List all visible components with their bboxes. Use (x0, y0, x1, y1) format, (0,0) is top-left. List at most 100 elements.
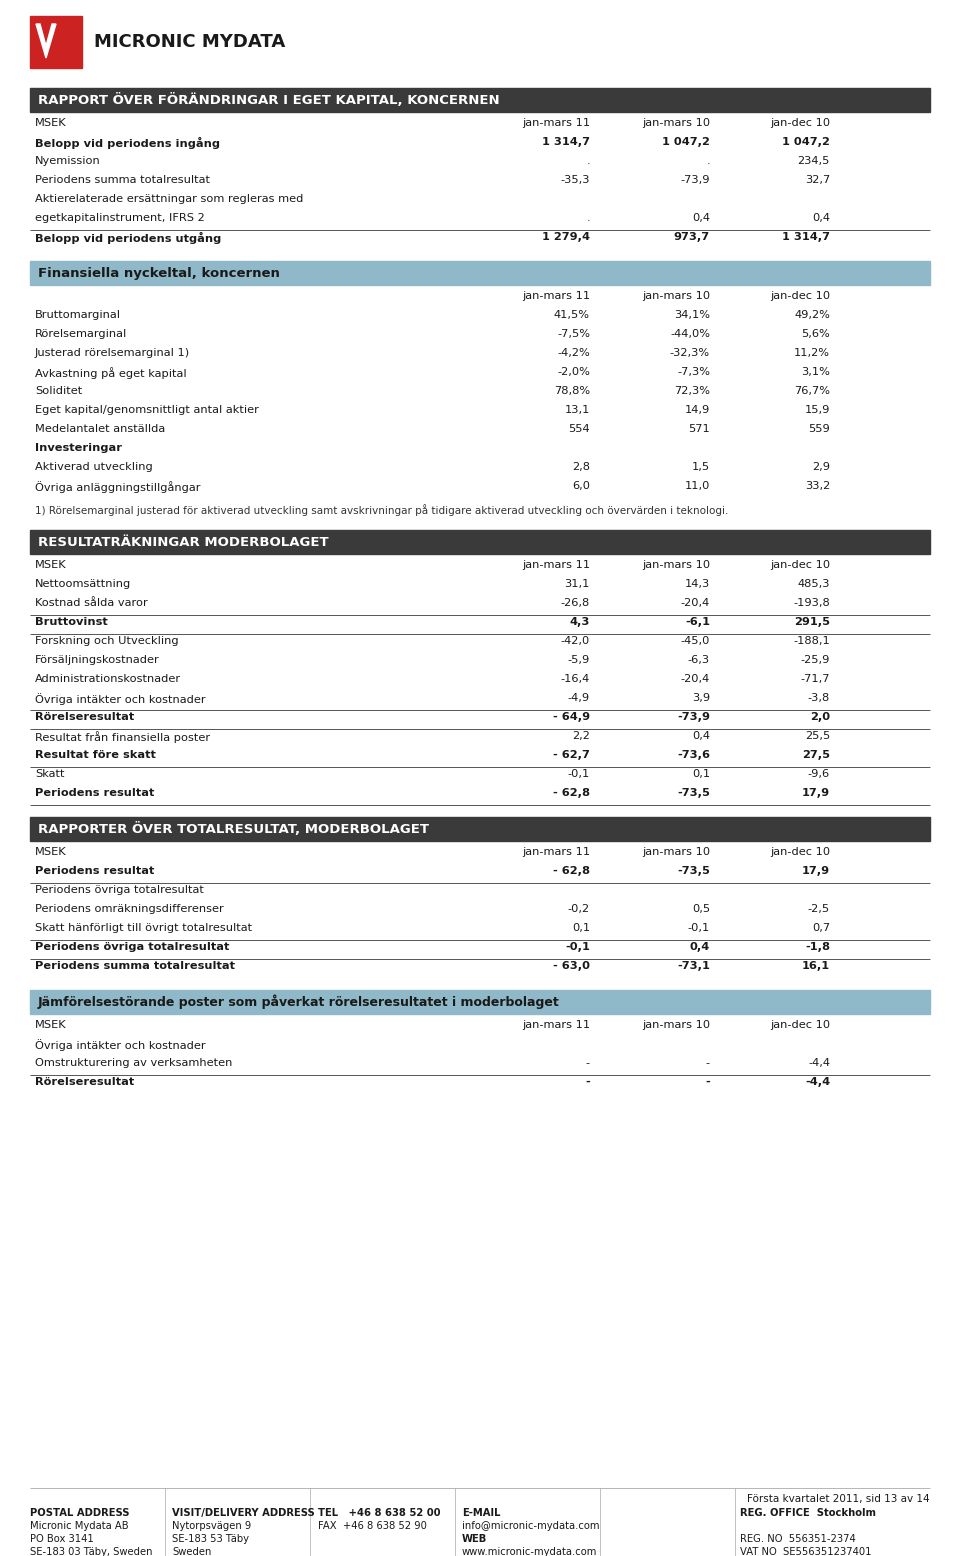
Text: -4,4: -4,4 (808, 1058, 830, 1067)
Text: Försäljningskostnader: Försäljningskostnader (35, 655, 159, 664)
Text: jan-mars 10: jan-mars 10 (642, 118, 710, 128)
Text: -16,4: -16,4 (561, 674, 590, 685)
Bar (30, 817, 930, 840)
Text: Skatt: Skatt (35, 769, 64, 780)
Text: jan-dec 10: jan-dec 10 (770, 846, 830, 857)
Text: -6,3: -6,3 (688, 655, 710, 664)
Text: -0,1: -0,1 (687, 923, 710, 934)
Text: -4,2%: -4,2% (557, 349, 590, 358)
Text: - 63,0: - 63,0 (553, 962, 590, 971)
Text: -26,8: -26,8 (561, 598, 590, 608)
Text: MSEK: MSEK (35, 846, 66, 857)
Text: 34,1%: 34,1% (674, 310, 710, 321)
Text: FAX  +46 8 638 52 90: FAX +46 8 638 52 90 (318, 1522, 427, 1531)
Text: WEB: WEB (462, 1534, 488, 1544)
Text: Övriga anläggningstillgångar: Övriga anläggningstillgångar (35, 481, 201, 493)
Text: www.micronic-mydata.com: www.micronic-mydata.com (462, 1547, 597, 1556)
Text: 6,0: 6,0 (572, 481, 590, 492)
Text: 1 047,2: 1 047,2 (662, 137, 710, 146)
Text: PO Box 3141: PO Box 3141 (30, 1534, 94, 1544)
Text: MSEK: MSEK (35, 560, 66, 569)
Text: 559: 559 (808, 423, 830, 434)
Text: -2,0%: -2,0% (557, 367, 590, 377)
Bar (30, 990, 930, 1015)
Text: 13,1: 13,1 (564, 405, 590, 415)
Text: 571: 571 (688, 423, 710, 434)
Text: 485,3: 485,3 (798, 579, 830, 590)
Text: Övriga intäkter och kostnader: Övriga intäkter och kostnader (35, 692, 205, 705)
Text: VISIT/DELIVERY ADDRESS: VISIT/DELIVERY ADDRESS (172, 1508, 315, 1519)
Text: REG. OFFICE  Stockholm: REG. OFFICE Stockholm (740, 1508, 876, 1519)
Text: -: - (706, 1058, 710, 1067)
Text: 2,2: 2,2 (572, 731, 590, 741)
Text: -: - (586, 1058, 590, 1067)
Text: 0,1: 0,1 (572, 923, 590, 934)
Text: Omstrukturering av verksamheten: Omstrukturering av verksamheten (35, 1058, 232, 1067)
Text: SE-183 53 Täby: SE-183 53 Täby (172, 1534, 249, 1544)
Text: -45,0: -45,0 (681, 636, 710, 646)
Text: Administrationskostnader: Administrationskostnader (35, 674, 181, 685)
Text: -42,0: -42,0 (561, 636, 590, 646)
Text: -73,9: -73,9 (677, 713, 710, 722)
Text: 33,2: 33,2 (804, 481, 830, 492)
Text: 4,3: 4,3 (569, 618, 590, 627)
Text: 554: 554 (568, 423, 590, 434)
Text: -35,3: -35,3 (561, 174, 590, 185)
Text: 1,5: 1,5 (692, 462, 710, 471)
Text: -9,6: -9,6 (808, 769, 830, 780)
Text: Aktiverad utveckling: Aktiverad utveckling (35, 462, 153, 471)
Text: -73,9: -73,9 (681, 174, 710, 185)
Text: jan-mars 10: jan-mars 10 (642, 846, 710, 857)
Text: VAT NO  SE556351237401: VAT NO SE556351237401 (740, 1547, 872, 1556)
Text: -0,1: -0,1 (565, 941, 590, 952)
Text: Periodens omräkningsdifferenser: Periodens omräkningsdifferenser (35, 904, 224, 913)
Text: -6,1: -6,1 (685, 618, 710, 627)
Text: 0,1: 0,1 (692, 769, 710, 780)
Text: 0,4: 0,4 (692, 213, 710, 223)
Text: 3,9: 3,9 (692, 692, 710, 703)
Text: MSEK: MSEK (35, 1021, 66, 1030)
Text: Belopp vid periodens utgång: Belopp vid periodens utgång (35, 232, 221, 244)
Text: jan-mars 11: jan-mars 11 (522, 1021, 590, 1030)
Text: 1 314,7: 1 314,7 (542, 137, 590, 146)
Text: Belopp vid periodens ingång: Belopp vid periodens ingång (35, 137, 220, 149)
Text: Nytorpsvägen 9: Nytorpsvägen 9 (172, 1522, 252, 1531)
Text: 0,4: 0,4 (692, 731, 710, 741)
Text: -20,4: -20,4 (681, 674, 710, 685)
Text: -73,5: -73,5 (677, 787, 710, 798)
Text: 17,9: 17,9 (802, 787, 830, 798)
Text: -193,8: -193,8 (793, 598, 830, 608)
Text: Rörelseresultat: Rörelseresultat (35, 713, 134, 722)
Text: 16,1: 16,1 (802, 962, 830, 971)
Bar (30, 261, 930, 285)
Text: Periodens övriga totalresultat: Periodens övriga totalresultat (35, 941, 229, 952)
Text: 49,2%: 49,2% (794, 310, 830, 321)
Text: -4,4: -4,4 (804, 1077, 830, 1088)
Text: Skatt hänförligt till övrigt totalresultat: Skatt hänförligt till övrigt totalresult… (35, 923, 252, 934)
Text: Micronic Mydata AB: Micronic Mydata AB (30, 1522, 129, 1531)
Text: Periodens övriga totalresultat: Periodens övriga totalresultat (35, 885, 204, 895)
Text: Nettoomsättning: Nettoomsättning (35, 579, 132, 590)
Text: -20,4: -20,4 (681, 598, 710, 608)
Text: -44,0%: -44,0% (670, 328, 710, 339)
Text: jan-mars 10: jan-mars 10 (642, 1021, 710, 1030)
Text: Periodens summa totalresultat: Periodens summa totalresultat (35, 174, 210, 185)
Text: 11,0: 11,0 (684, 481, 710, 492)
Text: E-MAIL: E-MAIL (462, 1508, 500, 1519)
Text: jan-mars 11: jan-mars 11 (522, 560, 590, 569)
Text: -1,8: -1,8 (805, 941, 830, 952)
Text: - 62,7: - 62,7 (553, 750, 590, 759)
Text: 14,9: 14,9 (684, 405, 710, 415)
Text: - 62,8: - 62,8 (553, 787, 590, 798)
Text: jan-mars 11: jan-mars 11 (522, 118, 590, 128)
Text: -7,5%: -7,5% (557, 328, 590, 339)
Text: 1 314,7: 1 314,7 (782, 232, 830, 243)
Text: Sweden: Sweden (172, 1547, 211, 1556)
Text: 2,8: 2,8 (572, 462, 590, 471)
Text: jan-dec 10: jan-dec 10 (770, 118, 830, 128)
Text: -32,3%: -32,3% (670, 349, 710, 358)
Text: Rörelseresultat: Rörelseresultat (35, 1077, 134, 1088)
Text: 78,8%: 78,8% (554, 386, 590, 395)
Text: Medelantalet anställda: Medelantalet anställda (35, 423, 165, 434)
Text: 76,7%: 76,7% (794, 386, 830, 395)
